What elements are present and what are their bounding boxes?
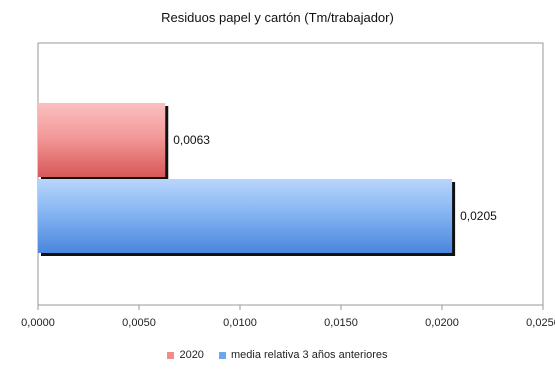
legend-item-media: media relativa 3 años anteriores	[219, 349, 388, 361]
x-tick-label-4: 0,0200	[425, 317, 459, 329]
chart-title: Residuos papel y cartón (Tm/trabajador)	[161, 10, 394, 25]
legend: 2020 media relativa 3 años anteriores	[0, 349, 555, 362]
x-tick-label-0: 0,0000	[21, 317, 55, 329]
legend-label-2020: 2020	[179, 349, 204, 361]
bar-0	[38, 103, 166, 177]
x-tick-label-5: 0,0250	[526, 317, 555, 329]
data-label-0: 0,0063	[173, 133, 210, 147]
legend-swatch-2020	[167, 351, 175, 359]
legend-swatch-media	[219, 351, 226, 359]
x-tick-label-2: 0,0100	[223, 317, 257, 329]
legend-label-media: media relativa 3 años anteriores	[231, 349, 388, 361]
x-tick-label-1: 0,0050	[122, 317, 156, 329]
data-label-1: 0,0205	[460, 209, 497, 223]
x-tick-label-3: 0,0150	[324, 317, 358, 329]
bar-1	[38, 179, 453, 253]
legend-item-2020: 2020	[167, 349, 204, 361]
